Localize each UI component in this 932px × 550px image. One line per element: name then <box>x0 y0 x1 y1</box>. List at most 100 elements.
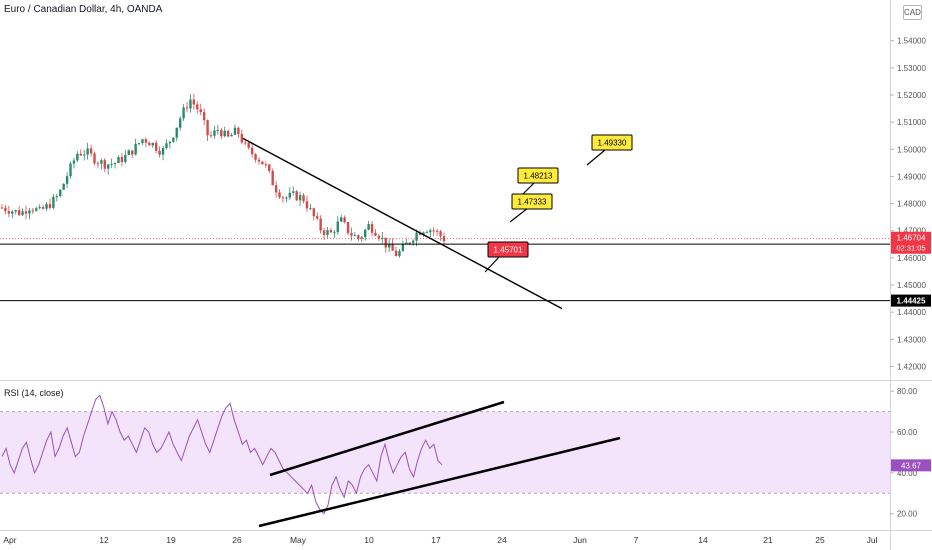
candle-body <box>264 164 268 166</box>
candle-body <box>415 232 418 241</box>
candle-body <box>418 232 422 235</box>
candle-body <box>178 118 182 128</box>
candle-body <box>408 242 411 244</box>
candle-body <box>165 143 168 149</box>
rsi-tick-label: 40.00 <box>897 469 918 478</box>
candle-body <box>213 130 216 136</box>
price-tick-label: 1.46000 <box>897 254 926 263</box>
candle-body <box>4 207 7 212</box>
candle-body <box>185 107 189 109</box>
annotation-label: 1.47333 <box>518 198 547 207</box>
rsi-upper-channel-line <box>269 400 505 477</box>
candle-body <box>223 130 226 137</box>
candle-body <box>189 99 192 109</box>
candle-body <box>154 142 158 151</box>
descending-trendline <box>242 137 563 310</box>
candle-body <box>220 129 223 137</box>
candle-body <box>230 134 233 137</box>
candle-body <box>394 250 398 257</box>
candle-body <box>21 211 24 216</box>
annotation-label: 1.45701 <box>494 246 523 255</box>
price-tick-label: 1.54000 <box>897 37 926 46</box>
time-tick-label: 14 <box>698 535 708 545</box>
candle-body <box>278 192 281 198</box>
candle-body <box>333 232 336 234</box>
candle-body <box>435 230 439 232</box>
candle-body <box>340 217 343 222</box>
rsi-tick-label: 20.00 <box>897 510 918 519</box>
current-price-label: 1.46704 <box>897 234 926 243</box>
candle-body <box>257 159 261 162</box>
countdown-label: 02:31:05 <box>896 244 925 253</box>
candle-body <box>274 185 278 193</box>
candle-body <box>62 183 65 190</box>
candle-body <box>374 232 377 236</box>
candle-body <box>268 164 271 171</box>
candle-body <box>141 139 144 144</box>
candle-body <box>182 107 185 119</box>
candle-body <box>244 142 247 144</box>
candle-body <box>391 243 394 251</box>
candle-body <box>151 142 154 146</box>
annotation-pointer <box>509 207 529 223</box>
annotation-box <box>487 241 529 258</box>
candle-body <box>196 104 199 110</box>
candle-body <box>72 160 76 164</box>
candle-body <box>322 230 326 235</box>
annotation-pointer <box>484 255 501 273</box>
candle-body <box>100 160 103 164</box>
candle-body <box>281 197 285 199</box>
time-tick-label: Jun <box>573 535 587 545</box>
candle-body <box>86 148 89 155</box>
candle-body <box>360 237 363 239</box>
candle-body <box>326 230 329 235</box>
candle-body <box>292 191 295 193</box>
candle-body <box>363 229 367 238</box>
candle-body <box>59 189 62 197</box>
candle-body <box>401 244 405 252</box>
candle-body <box>336 221 339 233</box>
candle-body <box>202 112 206 121</box>
candle-body <box>107 164 110 169</box>
candle-body <box>288 192 292 198</box>
candle-body <box>168 141 172 144</box>
annotation-box <box>591 134 633 151</box>
candle-body <box>79 153 83 156</box>
annotation-box <box>511 193 553 210</box>
candle-body <box>439 231 442 237</box>
annotation-pointer <box>586 149 606 166</box>
rsi-value-label: 43.67 <box>901 461 922 470</box>
candle-body <box>0 207 4 209</box>
price-tick-label: 1.48000 <box>897 200 926 209</box>
candle-body <box>83 154 86 156</box>
candle-body <box>319 218 322 231</box>
candle-body <box>302 195 305 202</box>
candle-body <box>120 156 124 163</box>
time-tick-label: 17 <box>431 535 441 545</box>
candle-body <box>209 135 213 137</box>
candle-body <box>7 211 11 214</box>
candle-body <box>353 235 357 237</box>
price-tick-label: 1.52000 <box>897 91 926 100</box>
price-tick-label: 1.43000 <box>897 335 926 344</box>
time-tick-label: 26 <box>232 535 242 545</box>
candle-body <box>405 242 408 245</box>
price-tick-label: 1.50000 <box>897 145 926 154</box>
candle-body <box>76 153 79 161</box>
candle-body <box>271 170 274 186</box>
candle-body <box>192 99 196 105</box>
price-tick-label: 1.49000 <box>897 172 926 181</box>
candle-body <box>247 142 250 148</box>
currency-badge[interactable]: CAD <box>903 5 922 20</box>
candle-body <box>41 207 45 209</box>
candle-body <box>254 154 257 160</box>
candle-body <box>45 204 48 209</box>
time-tick-label: 21 <box>763 535 773 545</box>
candle-body <box>429 230 432 233</box>
rsi-line <box>1 394 443 515</box>
candle-body <box>237 127 240 134</box>
candle-body <box>233 127 237 135</box>
time-tick-label: May <box>290 535 307 545</box>
time-tick-label: 12 <box>99 535 109 545</box>
